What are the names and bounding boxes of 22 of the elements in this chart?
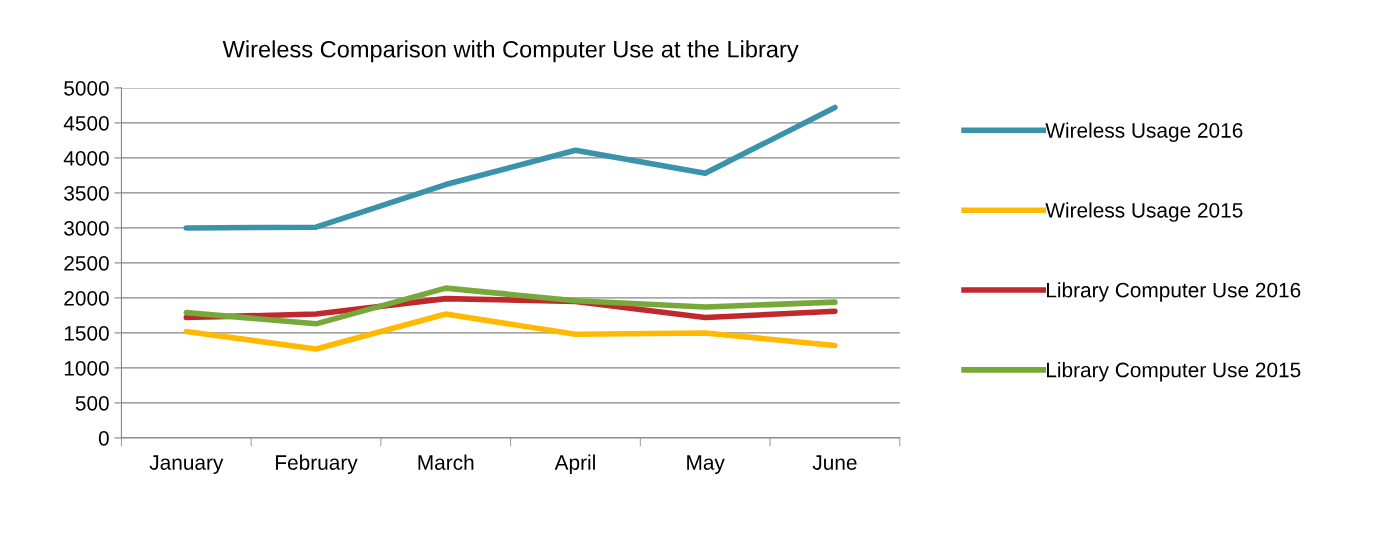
y-tick-label: 1500 bbox=[64, 325, 109, 341]
y-tick-label: 3000 bbox=[64, 220, 109, 236]
x-tick-label: June bbox=[812, 455, 857, 470]
y-tick-label: 4500 bbox=[63, 115, 109, 131]
x-tick-label: February bbox=[276, 454, 358, 475]
y-tick-label: 4000 bbox=[63, 150, 109, 166]
y-tick-label: 1000 bbox=[64, 360, 109, 376]
legend-label: Wireless Usage 2016 bbox=[1045, 122, 1243, 142]
legend-label: Library Computer Use 2015 bbox=[1047, 362, 1301, 382]
legend-label: Library Computer Use 2016 bbox=[1047, 282, 1301, 302]
legend-label: Wireless Usage 2015 bbox=[1045, 202, 1243, 222]
x-tick-label: April bbox=[554, 454, 595, 475]
x-tick-label: May bbox=[687, 455, 725, 475]
y-tick-label: 500 bbox=[75, 395, 109, 411]
y-tick-label: 0 bbox=[98, 430, 109, 446]
x-tick-label: March bbox=[418, 454, 474, 470]
y-tick-label: 2500 bbox=[64, 255, 109, 271]
x-tick-label: January bbox=[149, 455, 224, 475]
chart-title: Wireless Comparison with Computer Use at the Library bbox=[222, 40, 799, 63]
y-tick-label: 2000 bbox=[64, 290, 109, 306]
y-tick-label: 5000 bbox=[64, 80, 109, 96]
y-tick-label: 3500 bbox=[64, 185, 109, 201]
